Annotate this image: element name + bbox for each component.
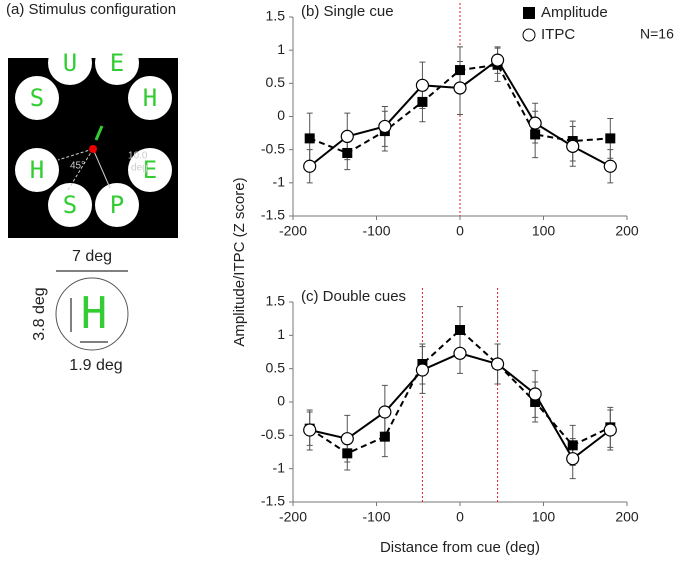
marker-circle	[566, 139, 580, 153]
x-tick-label: -200	[279, 509, 307, 525]
marker-circle	[340, 129, 354, 143]
marker-square	[455, 65, 465, 76]
y-tick-label: -1	[273, 174, 286, 190]
y-tick-label: 1.5	[266, 293, 286, 309]
x-tick-label: 200	[615, 223, 639, 239]
letter: H	[30, 156, 44, 184]
legend-label: ITPC	[541, 26, 575, 43]
marker-circle	[603, 423, 617, 437]
y-tick-label: 1	[277, 326, 285, 342]
x-tick-label: -200	[279, 223, 307, 239]
letter: S	[63, 191, 77, 219]
marker-circle	[378, 405, 392, 419]
ecc-label: 10.0	[128, 151, 148, 162]
marker-circle	[378, 119, 392, 134]
x-axis-label: Distance from cue (deg)	[380, 539, 540, 556]
marker-circle	[303, 159, 317, 173]
marker-circle	[603, 159, 617, 173]
marker-circle	[490, 357, 505, 371]
example-letter: H	[81, 288, 108, 339]
panel-a-title: (a) Stimulus configuration	[6, 1, 176, 18]
legend-marker	[523, 7, 535, 19]
x-tick-label: -100	[362, 509, 390, 525]
marker-square	[605, 133, 616, 144]
y-tick-label: -1.5	[261, 207, 285, 223]
x-tick-label: -100	[362, 223, 390, 239]
ecc-label: deg	[131, 163, 148, 174]
marker-circle	[340, 432, 354, 446]
letter: S	[30, 84, 44, 112]
marker-square	[455, 325, 465, 335]
letter: P	[110, 191, 124, 219]
marker-circle	[528, 387, 542, 401]
eccentricity-arrow	[92, 148, 111, 189]
legend-label: Amplitude	[541, 4, 608, 21]
y-tick-label: 1	[277, 41, 285, 57]
y-tick-label: 0.5	[266, 359, 286, 375]
cue	[94, 125, 104, 141]
y-tick-label: 0	[277, 393, 285, 409]
marker-square	[417, 96, 428, 107]
x-tick-label: 0	[456, 509, 464, 525]
marker-circle	[303, 423, 317, 437]
y-tick-label: 0.5	[266, 74, 286, 90]
marker-square	[530, 129, 541, 140]
x-tick-label: 200	[615, 509, 639, 525]
legend-marker	[522, 28, 536, 42]
marker-circle	[566, 452, 580, 466]
y-tick-label: -0.5	[261, 426, 285, 442]
letter: E	[143, 156, 157, 184]
x-tick-label: 0	[456, 223, 464, 239]
marker-circle	[490, 53, 505, 67]
y-tick-label: -1.5	[261, 493, 285, 509]
annotation: N=16	[640, 26, 674, 42]
letter: H	[143, 84, 157, 112]
panel-title: (b) Single cue	[301, 3, 394, 20]
y-tick-label: 0	[277, 107, 285, 123]
marker-square	[304, 133, 315, 144]
x-tick-label: 100	[532, 509, 556, 525]
series-line	[309, 328, 611, 455]
width-label: 7 deg	[72, 248, 112, 265]
height-label: 3.8 deg	[31, 287, 48, 340]
y-tick-label: -1	[273, 459, 286, 475]
letter: U	[63, 49, 77, 77]
letter: E	[110, 49, 124, 77]
letter-width-label: 1.9 deg	[69, 357, 122, 374]
geometry-lines	[57, 148, 94, 191]
marker-square	[530, 397, 541, 407]
y-axis-label: Amplitude/ITPC (Z score)	[231, 177, 248, 346]
marker-circle	[415, 78, 430, 92]
y-tick-label: 1.5	[266, 8, 286, 24]
marker-circle	[453, 81, 467, 95]
x-tick-label: 100	[532, 223, 556, 239]
panel-title: (c) Double cues	[301, 288, 406, 305]
angle-label: 45°	[70, 161, 85, 172]
marker-circle	[453, 346, 467, 360]
marker-square	[379, 431, 390, 442]
marker-circle	[528, 116, 542, 130]
example-circle	[55, 277, 129, 351]
marker-square	[342, 448, 353, 459]
marker-square	[342, 147, 353, 158]
marker-circle	[415, 363, 430, 377]
y-tick-label: -0.5	[261, 140, 285, 156]
marker-square	[567, 440, 578, 451]
fixation	[89, 145, 97, 153]
placeholders	[15, 41, 172, 227]
